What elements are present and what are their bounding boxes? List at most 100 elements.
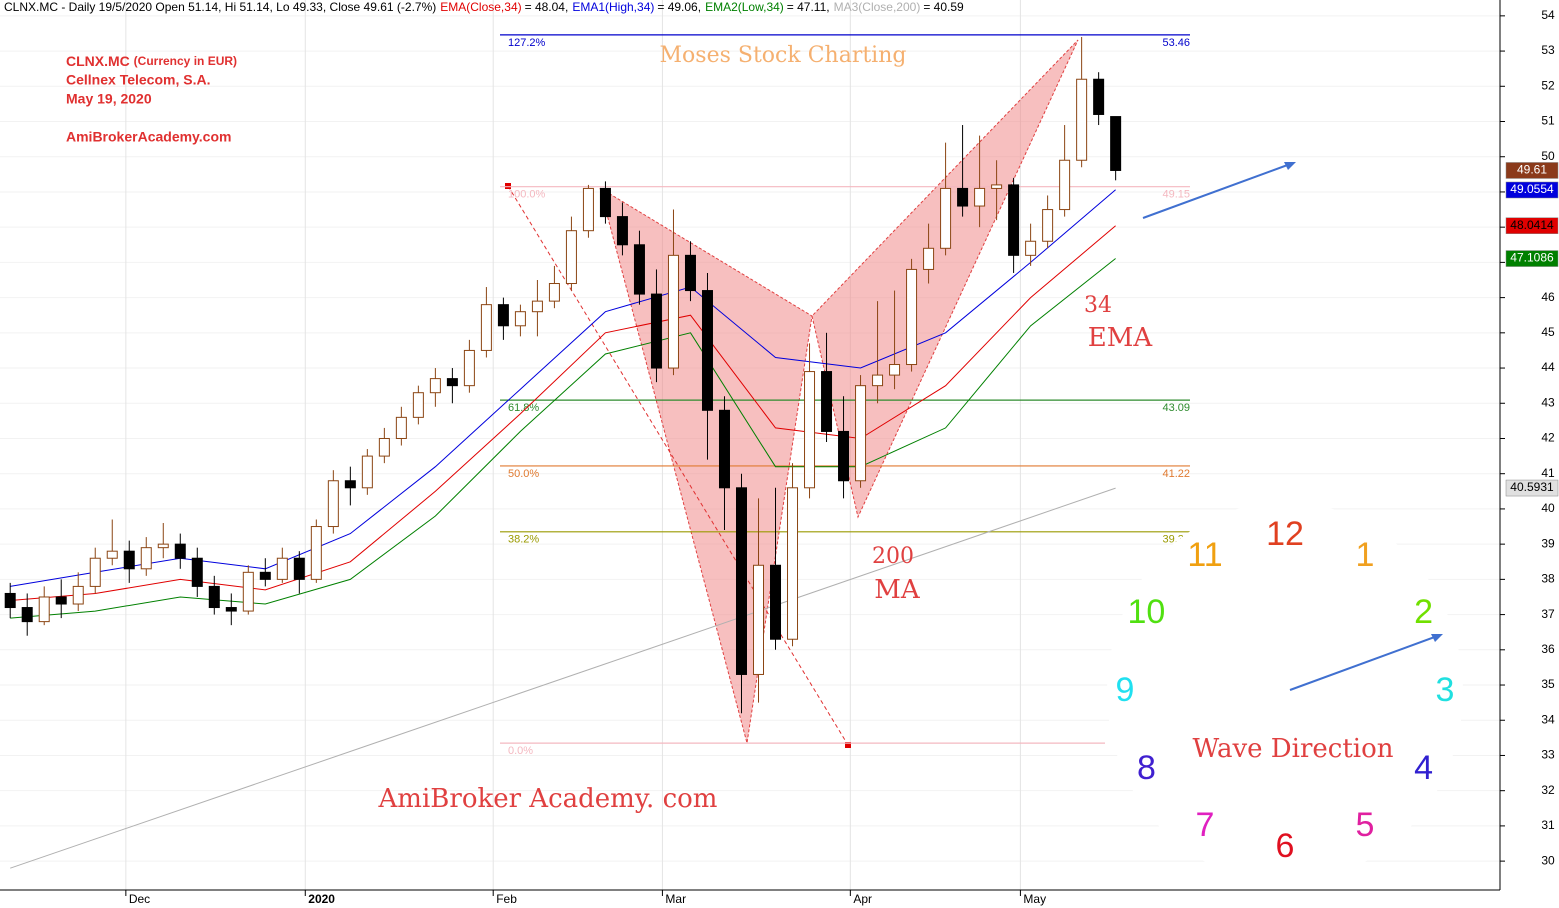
candle-body — [787, 487, 799, 640]
currency-note: (Currency in EUR) — [134, 54, 237, 68]
candle-body — [378, 437, 390, 457]
y-tick-label: 30 — [1541, 853, 1555, 867]
candle-body — [684, 254, 696, 292]
indicator-name: EMA2(Low,34) — [705, 0, 784, 14]
candle-body — [429, 378, 441, 394]
candle-body — [770, 564, 782, 640]
y-tick-label: 53 — [1541, 43, 1555, 57]
candle-body — [463, 349, 475, 387]
y-tick-label: 35 — [1541, 677, 1555, 691]
candle-body — [718, 409, 730, 489]
fib-value: 43.09 — [1162, 402, 1190, 414]
fib-label: 50.0% — [508, 468, 539, 480]
site: AmiBrokerAcademy.com — [66, 129, 231, 145]
candle-body — [21, 607, 33, 623]
company: Cellnex Telecom, S.A. — [66, 72, 210, 88]
header-text: CLNX.MC - Daily 19/5/2020 Open 51.14, Hi… — [4, 0, 436, 14]
y-tick-label: 51 — [1541, 114, 1555, 128]
y-tick-label: 50 — [1541, 149, 1555, 163]
clock-number: 8 — [1137, 749, 1156, 787]
price-tag — [1505, 181, 1559, 199]
candle-body — [208, 585, 220, 609]
y-tick-label: 45 — [1541, 325, 1555, 339]
candle-body — [446, 378, 458, 387]
candle-body — [974, 187, 986, 207]
candle-body — [1042, 209, 1054, 242]
candle-body — [497, 304, 509, 327]
candle-body — [344, 480, 356, 489]
price-tag — [1505, 250, 1559, 267]
symbol: CLNX.MC (Currency in EUR) — [66, 53, 237, 69]
clock-number: 7 — [1196, 806, 1215, 844]
y-tick-label: 39 — [1541, 536, 1555, 550]
price-tag-label: 47.1086 — [1510, 251, 1554, 265]
candle-body — [855, 385, 867, 482]
indicator-name: MA3(Close,200) — [834, 0, 921, 14]
price-tag-label: 49.61 — [1517, 163, 1547, 177]
price-tag-label: 48.0414 — [1510, 218, 1554, 232]
arrow — [1289, 634, 1441, 691]
candle-body — [838, 430, 850, 482]
y-tick-label: 32 — [1541, 783, 1555, 797]
candle-body — [480, 304, 492, 351]
y-tick-label: 46 — [1541, 290, 1555, 304]
candle-body — [701, 290, 713, 411]
indicator-name: EMA(Close,34) — [440, 0, 521, 14]
candle-body — [616, 216, 628, 246]
candle-body — [804, 371, 816, 489]
candle-body — [327, 480, 339, 528]
candle-body — [633, 244, 645, 295]
candle-body — [55, 596, 67, 605]
x-tick-label: 2020 — [308, 892, 335, 906]
clock-number: 5 — [1356, 806, 1375, 844]
indicator-value: = 40.59 — [923, 0, 964, 14]
candle-body — [735, 487, 747, 675]
ma-note: 200 — [872, 544, 914, 569]
fib-value: 49.15 — [1162, 189, 1190, 201]
x-tick-label: Mar — [665, 892, 686, 906]
clock-number: 6 — [1276, 827, 1295, 865]
candle-body — [667, 254, 679, 369]
arrow-head — [1284, 162, 1296, 170]
indicator-value: = 47.11, — [787, 0, 830, 14]
clock-title: Wave Direction — [1192, 734, 1393, 764]
watermark: Moses Stock Charting — [660, 43, 907, 68]
price-tag — [1505, 479, 1559, 497]
price-tag-label: 49.0554 — [1510, 182, 1554, 196]
candle-body — [1110, 116, 1122, 171]
candle-body — [276, 557, 288, 580]
candle-body — [361, 455, 373, 489]
symbol-text: CLNX.MC — [66, 53, 130, 69]
y-tick-label: 38 — [1541, 572, 1555, 586]
fib-label: 61.8% — [508, 402, 539, 414]
candle-body — [1008, 184, 1020, 256]
price-tag — [1505, 217, 1559, 234]
candle-body — [89, 557, 101, 587]
y-tick-label: 43 — [1541, 395, 1555, 409]
y-tick-label: 44 — [1541, 360, 1555, 374]
indicator-name: EMA1(High,34) — [572, 0, 654, 14]
candle-body — [599, 187, 611, 218]
fib-label: 127.2% — [508, 37, 546, 49]
clock-number: 10 — [1128, 593, 1166, 631]
indicator-value: = 49.06, — [657, 0, 701, 14]
candle-body — [72, 585, 84, 605]
y-tick-label: 40 — [1541, 501, 1555, 515]
y-tick-label: 31 — [1541, 818, 1555, 832]
candle-body — [650, 293, 662, 369]
candle-body — [310, 526, 322, 580]
candle-body — [991, 184, 1003, 189]
y-tick-label: 42 — [1541, 431, 1555, 445]
y-tick-label: 52 — [1541, 78, 1555, 92]
arrow-head — [1431, 634, 1443, 642]
fib-label: 0.0% — [508, 745, 533, 757]
candle-body — [191, 557, 203, 587]
candle-body — [889, 364, 901, 376]
date: May 19, 2020 — [66, 91, 152, 107]
y-tick-label: 34 — [1541, 712, 1555, 726]
candle-body — [514, 311, 526, 327]
candle-body — [753, 564, 765, 675]
candle-body — [106, 550, 118, 559]
